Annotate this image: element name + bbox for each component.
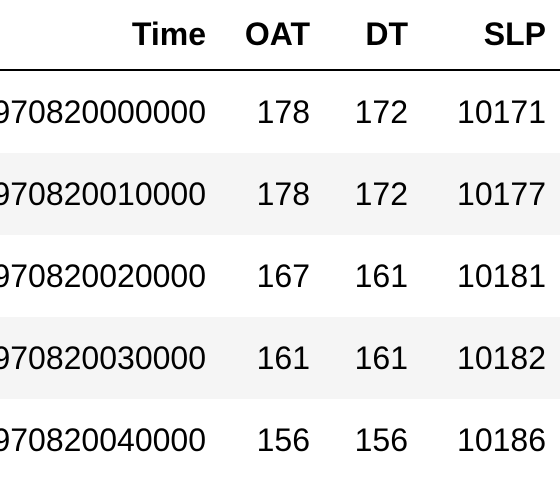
cell-time: 1970820000000 bbox=[0, 93, 206, 130]
cell-time: 1970820020000 bbox=[0, 257, 206, 294]
column-header-oat: OAT bbox=[206, 0, 310, 71]
row-pad bbox=[546, 235, 560, 317]
column-header-dt: DT bbox=[310, 0, 408, 71]
table-row: 1970820020000 167 161 10181 bbox=[0, 235, 560, 317]
column-header-time: Time bbox=[0, 0, 206, 71]
table-row: 1970820000000 178 172 10171 bbox=[0, 70, 560, 153]
cell-dt: 172 bbox=[310, 153, 408, 235]
cell-oat: 178 bbox=[256, 93, 310, 130]
cell-oat: 167 bbox=[256, 257, 310, 294]
column-header-slp: SLP bbox=[408, 0, 546, 71]
cell-slp: 10171 bbox=[457, 93, 546, 130]
header-pad bbox=[546, 0, 560, 71]
cell-dt: 156 bbox=[354, 421, 408, 458]
row-pad bbox=[546, 317, 560, 399]
cell-slp: 10186 bbox=[457, 421, 546, 458]
cell-slp: 10181 bbox=[457, 257, 546, 294]
cell-oat: 178 bbox=[206, 153, 310, 235]
row-pad bbox=[546, 70, 560, 153]
cell-dt: 161 bbox=[310, 317, 408, 399]
header-row: Time OAT DT SLP bbox=[0, 0, 560, 71]
cell-oat: 161 bbox=[206, 317, 310, 399]
row-pad bbox=[546, 153, 560, 235]
cell-dt: 172 bbox=[354, 93, 408, 130]
table-row: 1970820040000 156 156 10186 bbox=[0, 399, 560, 481]
cell-dt: 161 bbox=[354, 257, 408, 294]
cell-oat: 156 bbox=[256, 421, 310, 458]
row-pad bbox=[546, 399, 560, 481]
cell-slp: 10182 bbox=[408, 317, 546, 399]
cell-slp: 10177 bbox=[408, 153, 546, 235]
cell-time: 1970820040000 bbox=[0, 421, 206, 458]
